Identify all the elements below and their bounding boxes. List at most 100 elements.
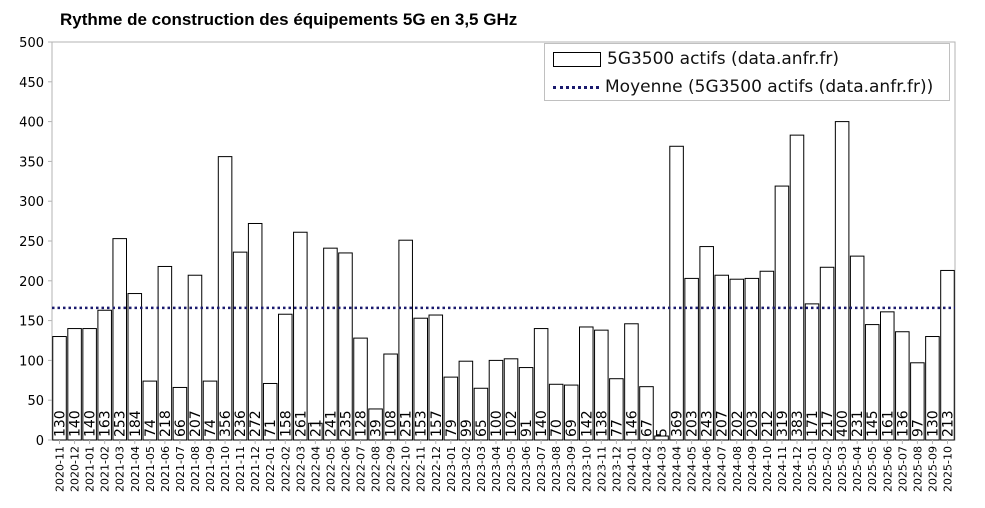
bar-value-label: 356 xyxy=(218,410,234,437)
bar xyxy=(217,156,233,441)
bar-value-label: 77 xyxy=(609,419,625,437)
bar-value-label: 251 xyxy=(399,410,415,437)
bar-value-label: 69 xyxy=(564,419,580,437)
bar-value-label: 217 xyxy=(820,410,836,437)
bar xyxy=(834,121,850,441)
bar xyxy=(774,185,790,441)
x-tick-label: 2024-12 xyxy=(791,446,804,492)
bar-value-label: 140 xyxy=(534,410,550,437)
bar-value-label: 203 xyxy=(685,410,701,437)
bar-value-label: 130 xyxy=(925,410,941,437)
bar-value-label: 99 xyxy=(459,419,475,437)
bar-value-label: 202 xyxy=(730,410,746,437)
bar-value-label: 184 xyxy=(128,410,144,437)
x-tick-label: 2024-05 xyxy=(686,446,699,492)
x-tick-label: 2024-06 xyxy=(701,446,714,492)
bar-value-label: 161 xyxy=(880,410,896,437)
bar-value-label: 21 xyxy=(308,419,324,437)
bar xyxy=(112,238,127,441)
bar-value-label: 5 xyxy=(655,428,671,437)
x-tick-label: 2022-06 xyxy=(339,446,352,492)
x-tick-label: 2022-10 xyxy=(400,446,413,492)
bar xyxy=(669,145,684,441)
x-tick-label: 2022-05 xyxy=(324,446,337,492)
bar xyxy=(789,134,805,441)
x-tick-label: 2022-02 xyxy=(279,446,292,492)
x-tick-label: 2023-04 xyxy=(490,446,503,492)
x-tick-label: 2021-11 xyxy=(234,446,247,492)
x-tick-label: 2021-01 xyxy=(84,446,97,492)
x-tick-label: 2020-11 xyxy=(54,446,67,492)
x-tick-label: 2024-07 xyxy=(716,446,729,492)
y-tick-label: 200 xyxy=(19,275,44,290)
x-tick-label: 2023-10 xyxy=(580,446,593,492)
x-tick-label: 2023-07 xyxy=(535,446,548,492)
x-tick-label: 2024-09 xyxy=(746,446,759,492)
chart-title: Rythme de construction des équipements 5… xyxy=(60,10,518,29)
bar-value-label: 79 xyxy=(444,419,460,437)
bar-value-label: 142 xyxy=(579,410,595,437)
x-tick-label: 2025-02 xyxy=(821,446,834,492)
y-tick-label: 50 xyxy=(27,394,44,409)
x-tick-label: 2022-08 xyxy=(370,446,383,492)
x-tick-label: 2021-05 xyxy=(144,446,157,492)
x-tick-label: 2025-06 xyxy=(881,446,894,492)
x-tick-label: 2022-07 xyxy=(355,446,368,492)
x-tick-label: 2025-03 xyxy=(836,446,849,492)
bar-value-label: 102 xyxy=(504,410,520,437)
legend: 5G3500 actifs (data.anfr.fr) Moyenne (5G… xyxy=(544,43,950,101)
x-tick-label: 2023-09 xyxy=(565,446,578,492)
bar-value-label: 158 xyxy=(278,410,294,437)
legend-bar-swatch-icon xyxy=(553,51,601,67)
bar-value-label: 207 xyxy=(188,410,204,437)
y-tick-label: 250 xyxy=(19,235,44,250)
bar-value-label: 253 xyxy=(113,410,129,437)
x-tick-label: 2021-03 xyxy=(114,446,127,492)
x-tick-label: 2025-05 xyxy=(866,446,879,492)
bar-value-label: 145 xyxy=(865,410,881,437)
x-tick-label: 2020-12 xyxy=(69,446,82,492)
x-tick-label: 2021-04 xyxy=(129,446,142,492)
bar-value-label: 236 xyxy=(233,410,249,437)
bar-value-label: 128 xyxy=(354,410,370,437)
y-tick-label: 100 xyxy=(19,354,44,369)
bar-value-label: 243 xyxy=(700,410,716,437)
x-tick-label: 2024-03 xyxy=(656,446,669,492)
x-tick-label: 2023-02 xyxy=(460,446,473,492)
x-tick-label: 2023-11 xyxy=(595,446,608,492)
x-tick-labels-group: 2020-11 2020-12 2021-01 2021-02 2021-03 2021-… xyxy=(54,440,954,492)
x-tick-label: 2023-12 xyxy=(610,446,623,492)
legend-mean-swatch-icon xyxy=(553,85,599,89)
bar-value-label: 97 xyxy=(910,419,926,437)
x-tick-label: 2022-11 xyxy=(415,446,428,492)
bar-value-label: 163 xyxy=(98,410,114,437)
y-tick-label: 500 xyxy=(19,36,44,51)
x-tick-label: 2022-03 xyxy=(294,446,307,492)
x-tick-label: 2024-10 xyxy=(761,446,774,492)
bar-value-label: 272 xyxy=(248,410,264,437)
x-tick-label: 2024-08 xyxy=(731,446,744,492)
y-tick-label: 350 xyxy=(19,155,44,170)
legend-item-bars: 5G3500 actifs (data.anfr.fr) xyxy=(553,47,839,71)
y-tick-label: 450 xyxy=(19,76,44,91)
bar xyxy=(398,239,413,441)
x-tick-label: 2021-06 xyxy=(159,446,172,492)
bar-labels-group: 130 140 140 163 253 184 74 218 66 207 74 356 236 272 7… xyxy=(53,410,957,437)
x-tick-label: 2021-07 xyxy=(174,446,187,492)
bar-value-label: 400 xyxy=(835,410,851,437)
bar-value-label: 74 xyxy=(203,419,219,437)
x-tick-label: 2022-09 xyxy=(385,446,398,492)
x-tick-label: 2023-06 xyxy=(520,446,533,492)
x-tick-label: 2023-01 xyxy=(445,446,458,492)
x-tick-label: 2024-02 xyxy=(640,446,653,492)
x-tick-label: 2021-09 xyxy=(204,446,217,492)
bar-value-label: 157 xyxy=(429,410,445,437)
x-tick-label: 2022-04 xyxy=(309,446,322,492)
legend-bars-label: 5G3500 actifs (data.anfr.fr) xyxy=(607,49,839,69)
bar-value-label: 207 xyxy=(715,410,731,437)
bar-value-label: 369 xyxy=(670,410,686,437)
bar xyxy=(247,222,263,441)
bar xyxy=(293,231,308,441)
bar-value-label: 213 xyxy=(940,410,956,437)
